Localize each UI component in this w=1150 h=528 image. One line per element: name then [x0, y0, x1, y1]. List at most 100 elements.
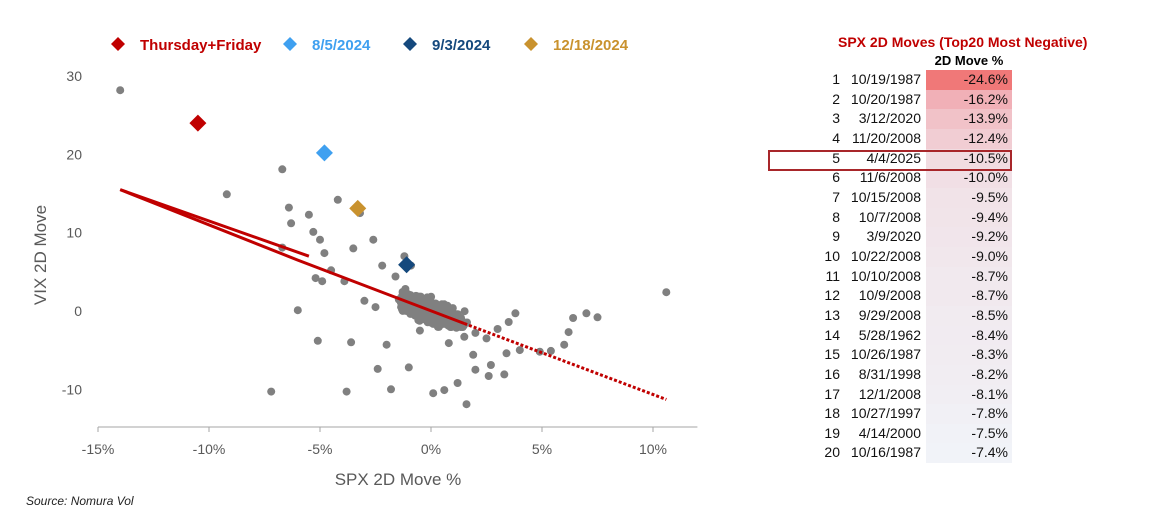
row-date: 4/14/2000 — [858, 424, 921, 441]
legend-marker-2 — [283, 37, 297, 51]
table-row: 17 12/1/2008 -8.1% — [800, 384, 1012, 405]
table-row: 7 10/15/2008 -9.5% — [800, 187, 1012, 208]
legend-label-3: 9/3/2024 — [432, 37, 491, 54]
scatter-point — [278, 165, 287, 174]
scatter-point — [515, 346, 524, 355]
highlight-row-box — [768, 150, 1012, 171]
scatter-point — [318, 277, 327, 286]
legend-label-1: Thursday+Friday — [140, 37, 262, 54]
scatter-point — [471, 365, 480, 374]
legend-marker-3 — [403, 37, 417, 51]
row-date: 10/9/2008 — [858, 287, 921, 304]
scatter-point — [440, 386, 449, 395]
x-tick-label: -15% — [82, 441, 115, 457]
scatter-point — [284, 203, 293, 212]
scatter-point — [320, 249, 329, 258]
y-tick-label: 20 — [66, 146, 82, 162]
scatter-point — [406, 292, 415, 301]
table-row: 14 5/28/1962 -8.4% — [800, 325, 1012, 346]
x-tick-label: 10% — [639, 441, 667, 457]
scatter-point — [116, 86, 125, 95]
row-move: -8.2% — [926, 364, 1012, 385]
scatter-point — [304, 210, 313, 219]
row-date: 10/10/2008 — [850, 267, 921, 284]
legend-label-2: 8/5/2024 — [312, 37, 371, 54]
scatter-point — [369, 235, 378, 244]
scatter-point — [462, 400, 471, 409]
row-rank: 7 — [832, 188, 840, 205]
row-rank: 5 — [832, 149, 840, 166]
scatter-point — [429, 389, 438, 398]
scatter-point — [486, 361, 495, 369]
row-date: 4/4/2025 — [866, 149, 922, 166]
row-date: 10/27/1997 — [850, 405, 921, 422]
row-rank: 11 — [825, 267, 840, 284]
row-date: 11/6/2008 — [859, 169, 921, 186]
table-row: 13 9/29/2008 -8.5% — [800, 305, 1012, 326]
table-title: SPX 2D Moves (Top20 Most Negative) — [838, 34, 1088, 50]
row-date: 8/31/1998 — [858, 365, 921, 382]
scatter-point — [267, 387, 276, 396]
table-column-header: 2D Move % — [934, 53, 1004, 68]
row-move: -7.8% — [926, 404, 1012, 424]
x-tick-label: -10% — [193, 441, 226, 457]
table-row: 19 4/14/2000 -7.5% — [800, 423, 1012, 444]
scatter-point — [469, 350, 478, 359]
row-rank: 4 — [832, 129, 840, 146]
row-rank: 15 — [824, 346, 840, 363]
scatter-point — [371, 303, 380, 312]
row-move: -12.4% — [926, 128, 1012, 149]
trend-line-solid — [119, 188, 465, 325]
row-move: -9.2% — [926, 227, 1012, 247]
row-date: 10/7/2008 — [858, 208, 921, 225]
scatter-point — [311, 274, 320, 283]
row-move: -13.9% — [926, 109, 1012, 129]
highlight-point-1 — [189, 114, 207, 132]
row-rank: 19 — [824, 424, 840, 441]
scatter-point — [222, 190, 231, 199]
row-move: -8.4% — [926, 325, 1012, 346]
table-row: 18 10/27/1997 -7.8% — [800, 404, 1012, 424]
scatter-point — [460, 332, 469, 341]
trend-line-head — [119, 188, 310, 258]
table-row: 2 10/20/1987 -16.2% — [800, 89, 1012, 110]
scatter-point — [471, 328, 480, 337]
scatter-point — [511, 309, 520, 318]
row-move: -24.6% — [926, 70, 1012, 90]
source-note: Source: Nomura Vol — [26, 494, 134, 508]
scatter-point — [502, 349, 511, 358]
table-row: 5 4/4/2025 -10.5% — [800, 148, 1012, 169]
row-rank: 17 — [824, 385, 840, 402]
row-date: 10/19/1987 — [850, 71, 921, 87]
row-move: -9.5% — [926, 187, 1012, 208]
row-move: -7.5% — [926, 423, 1012, 444]
row-move: -8.1% — [926, 384, 1012, 405]
scatter-point — [293, 306, 302, 315]
scatter-point — [349, 244, 358, 253]
x-tick-label: 0% — [421, 441, 441, 457]
scatter-point — [493, 325, 502, 333]
row-move: -8.7% — [926, 266, 1012, 287]
highlight-point-3 — [398, 256, 416, 274]
row-rank: 2 — [832, 90, 840, 107]
row-date: 10/16/1987 — [850, 444, 921, 461]
table-row: 12 10/9/2008 -8.7% — [800, 286, 1012, 306]
y-axis-title: VIX 2D Move — [31, 205, 50, 305]
row-rank: 14 — [824, 326, 840, 343]
legend-label-4: 12/18/2024 — [553, 37, 629, 54]
row-rank: 1 — [832, 71, 840, 87]
table-row: 4 11/20/2008 -12.4% — [800, 128, 1012, 149]
scatter-point — [378, 261, 387, 270]
scatter-point — [546, 346, 555, 355]
scatter-point — [347, 338, 356, 347]
scatter-point — [404, 363, 413, 372]
scatter-point — [437, 301, 446, 310]
scatter-point — [482, 334, 491, 343]
scatter-point — [360, 296, 369, 305]
row-move: -10.0% — [926, 168, 1012, 188]
y-tick-label: 30 — [66, 68, 82, 84]
row-date: 10/20/1987 — [850, 90, 921, 107]
scatter-point — [564, 328, 573, 337]
row-move: -7.4% — [926, 443, 1012, 464]
trend-line — [119, 188, 667, 401]
